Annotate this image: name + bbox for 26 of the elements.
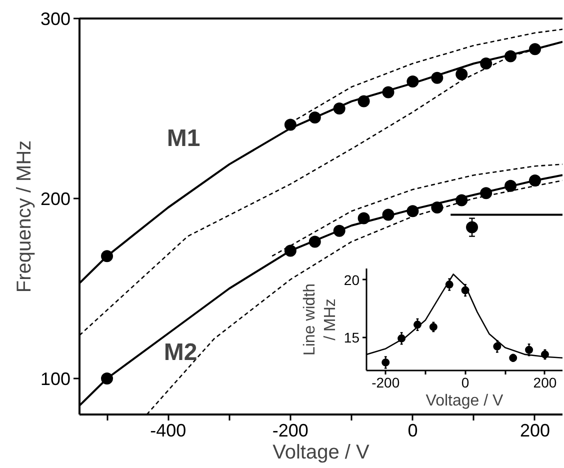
- x-axis-title: Voltage / V: [426, 392, 504, 410]
- annotation: M2: [164, 339, 198, 366]
- y-axis-title: Line width / MHz: [302, 283, 339, 356]
- x-tick-label: 0: [408, 420, 418, 440]
- x-tick-label: -200: [372, 374, 400, 390]
- point: [525, 346, 534, 354]
- y-tick-label: 200: [40, 189, 71, 209]
- x-tick-label: 0: [461, 374, 470, 390]
- x-axis-title: Voltage / V: [272, 442, 370, 464]
- y-tick-label: 15: [344, 329, 360, 346]
- point: [466, 221, 478, 234]
- x-tick-label: -400: [150, 420, 186, 440]
- y-tick-label: 100: [40, 369, 71, 389]
- point: [493, 342, 502, 350]
- y-axis-title: Frequency / MHz: [13, 140, 36, 293]
- point: [429, 322, 438, 331]
- x-tick-label: -200: [272, 420, 308, 440]
- point: [509, 354, 518, 362]
- x-tick-label: 200: [520, 420, 550, 440]
- x-tick-label: 200: [533, 374, 557, 390]
- point: [456, 68, 468, 80]
- y-tick-label: 20: [344, 272, 360, 288]
- y-tick-label: 300: [40, 9, 71, 29]
- annotation: M1: [166, 125, 200, 152]
- point: [382, 358, 390, 366]
- line-series: [271, 164, 562, 257]
